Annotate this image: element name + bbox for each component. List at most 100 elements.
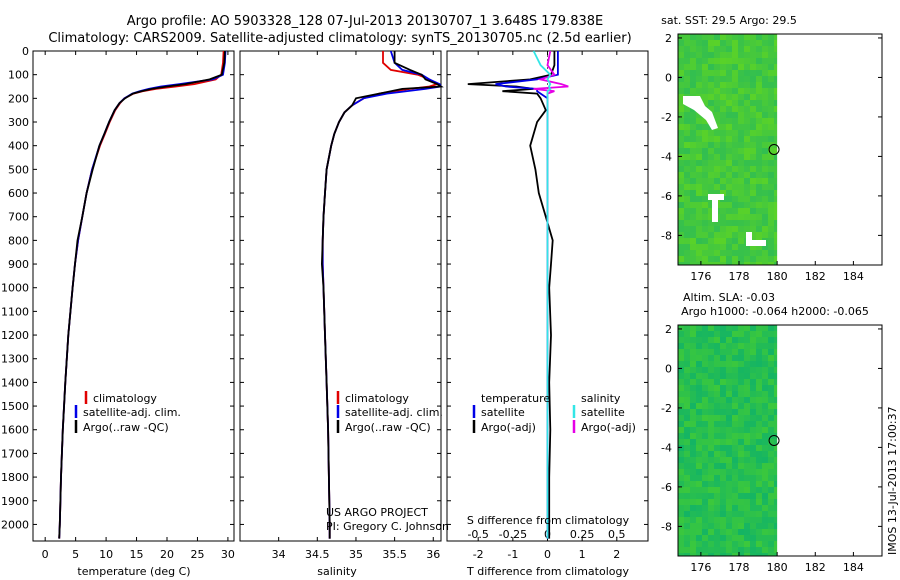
map-cell: [744, 178, 750, 184]
map-cell: [708, 106, 714, 112]
map-cell: [756, 445, 762, 451]
map-cell: [744, 331, 750, 337]
map-cell: [768, 547, 774, 553]
map-cell: [744, 493, 750, 499]
map-cell: [744, 112, 750, 118]
map-cell: [690, 256, 696, 262]
map-cell: [684, 142, 690, 148]
map-cell: [678, 463, 684, 469]
map-cell: [750, 208, 756, 214]
map-cell: [720, 58, 726, 64]
map-cell: [762, 166, 768, 172]
depth-tick-label: 100: [8, 69, 29, 82]
map-cell: [750, 172, 756, 178]
map-cell: [702, 184, 708, 190]
map-cell: [774, 226, 778, 232]
map-cell: [732, 553, 738, 556]
map-cell: [774, 541, 778, 547]
map-cell: [708, 541, 714, 547]
map-cell: [678, 94, 684, 100]
map-cell: [696, 355, 702, 361]
map-cell: [768, 427, 774, 433]
map-cell: [714, 130, 720, 136]
map-cell: [720, 409, 726, 415]
map-cell: [690, 397, 696, 403]
map-cell: [750, 529, 756, 535]
map-cell: [732, 499, 738, 505]
map-cell: [768, 397, 774, 403]
map-cell: [708, 178, 714, 184]
map-cell: [696, 154, 702, 160]
map-x-tick-label: 178: [729, 270, 750, 283]
map-cell: [762, 457, 768, 463]
map-cell: [720, 82, 726, 88]
map-cell: [708, 421, 714, 427]
map-cell: [762, 403, 768, 409]
map-cell: [714, 505, 720, 511]
map-cell: [774, 220, 778, 226]
map-cell: [774, 475, 778, 481]
map-cell: [720, 142, 726, 148]
map-cell: [732, 463, 738, 469]
map-cell: [696, 172, 702, 178]
map-cell: [774, 88, 778, 94]
map-cell: [756, 136, 762, 142]
map-cell: [774, 46, 778, 52]
map-cell: [690, 451, 696, 457]
map-cell: [684, 172, 690, 178]
map-cell: [738, 373, 744, 379]
map-cell: [774, 148, 778, 154]
map-cell: [708, 64, 714, 70]
map-cell: [690, 124, 696, 130]
map-cell: [726, 196, 732, 202]
map-cell: [678, 355, 684, 361]
map-cell: [756, 451, 762, 457]
map-cell: [744, 214, 750, 220]
map-cell: [696, 499, 702, 505]
map-cell: [702, 118, 708, 124]
map-cell: [702, 469, 708, 475]
map-cell: [756, 208, 762, 214]
map-cell: [696, 118, 702, 124]
map-cell: [774, 415, 778, 421]
map-cell: [750, 118, 756, 124]
map-cell: [738, 517, 744, 523]
map-cell: [702, 262, 708, 265]
map-cell: [696, 487, 702, 493]
map-cell: [720, 349, 726, 355]
map-cell: [678, 541, 684, 547]
t-satellite-line: [495, 51, 559, 539]
map-cell: [720, 76, 726, 82]
map-cell: [696, 421, 702, 427]
map-cell: [708, 34, 714, 40]
map-cell: [774, 325, 778, 331]
map-cell: [690, 220, 696, 226]
map-cell: [720, 367, 726, 373]
map-cell: [720, 52, 726, 58]
map-cell: [732, 427, 738, 433]
map-cell: [768, 523, 774, 529]
map-cell: [774, 367, 778, 373]
map-cell: [720, 220, 726, 226]
map-cell: [768, 403, 774, 409]
map-cell: [732, 34, 738, 40]
map-cell: [726, 256, 732, 262]
map-cell: [708, 517, 714, 523]
map-cell: [744, 481, 750, 487]
map-cell: [702, 70, 708, 76]
map-cell: [714, 220, 720, 226]
map-cell: [678, 409, 684, 415]
map-cell: [750, 421, 756, 427]
map-cell: [684, 373, 690, 379]
map-cell: [756, 469, 762, 475]
map-cell: [726, 136, 732, 142]
map-cell: [768, 541, 774, 547]
map-cell: [732, 64, 738, 70]
map-cell: [756, 505, 762, 511]
map-cell: [696, 511, 702, 517]
map-cell: [684, 118, 690, 124]
map-cell: [762, 529, 768, 535]
depth-tick-label: 2000: [1, 518, 29, 531]
map-cell: [768, 373, 774, 379]
map-cell: [678, 70, 684, 76]
